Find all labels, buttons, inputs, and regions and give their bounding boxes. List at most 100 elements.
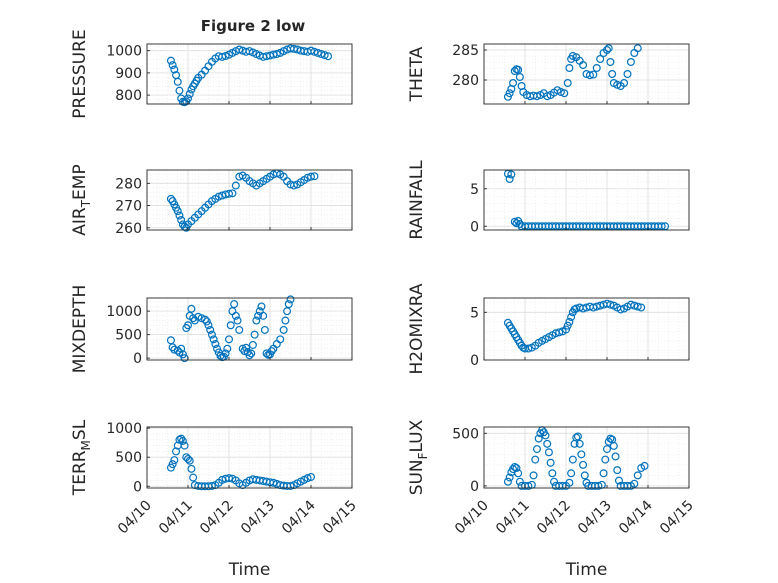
data-point xyxy=(609,441,618,450)
data-point xyxy=(515,477,524,486)
data-point xyxy=(602,445,611,454)
data-point xyxy=(613,466,622,475)
y-tick-label: 5 xyxy=(470,182,479,198)
data-point xyxy=(211,340,220,349)
data-point xyxy=(543,92,552,101)
data-point xyxy=(247,349,256,358)
data-point xyxy=(214,192,223,201)
y-tick-label: 800 xyxy=(115,88,142,104)
data-point xyxy=(173,77,182,86)
axes-box xyxy=(483,43,690,105)
data-point xyxy=(307,472,316,481)
y-tick-label: 0 xyxy=(133,479,142,495)
x-tick-label: 04/10 xyxy=(452,498,492,538)
data-point xyxy=(259,311,268,320)
data-point xyxy=(579,460,588,469)
x-tick-label: 04/13 xyxy=(238,498,278,538)
data-point xyxy=(544,448,553,457)
y-tick-label: 280 xyxy=(115,176,142,192)
x-axis-label: Time xyxy=(565,560,608,580)
data-point xyxy=(532,445,541,454)
data-point xyxy=(623,481,632,490)
data-point xyxy=(233,316,242,325)
data-point xyxy=(324,52,333,61)
y-tick-label: 285 xyxy=(452,43,479,59)
data-point xyxy=(548,469,557,478)
data-point xyxy=(206,325,215,334)
data-point xyxy=(187,304,196,313)
data-point xyxy=(231,181,240,190)
y-tick-label: 0 xyxy=(470,219,479,235)
data-point xyxy=(604,44,613,53)
data-point xyxy=(572,433,581,442)
data-point xyxy=(606,57,615,66)
data-point xyxy=(257,302,266,311)
x-tick-label: 04/10 xyxy=(115,498,155,538)
axes-box xyxy=(146,169,353,231)
data-point xyxy=(185,89,194,98)
data-point xyxy=(260,325,269,334)
data-point xyxy=(568,455,577,464)
y-tick-label: 280 xyxy=(452,73,479,89)
y-axis-label: H2OMIXRA xyxy=(407,283,427,374)
data-point xyxy=(230,300,239,309)
subplot-6: 0 5 H2OMIXRA xyxy=(407,283,690,375)
y-tick-label: 0 xyxy=(133,351,142,367)
subplot-2: 280 285 THETA xyxy=(407,43,690,105)
data-point xyxy=(226,321,235,330)
data-point xyxy=(175,211,184,220)
data-point xyxy=(599,469,608,478)
data-point xyxy=(565,317,574,326)
data-point xyxy=(204,321,213,330)
data-point xyxy=(585,71,594,80)
data-point xyxy=(284,300,293,309)
data-point xyxy=(223,344,232,353)
data-point xyxy=(505,473,514,482)
data-point xyxy=(310,47,319,56)
subplot-8: 0 500 04/10 04/11 04/12 04/13 04/14 04/15 Time SU… xyxy=(407,419,697,580)
data-point xyxy=(178,350,187,359)
data-point xyxy=(529,471,538,480)
y-tick-label: 1000 xyxy=(106,304,142,320)
data-point xyxy=(601,455,610,464)
data-point xyxy=(235,45,244,54)
data-point xyxy=(510,217,519,226)
data-point xyxy=(602,45,611,54)
x-axis-label: Time xyxy=(228,560,271,580)
y-axis-label: SUNFLUX xyxy=(407,419,430,495)
data-point xyxy=(184,321,193,330)
data-point xyxy=(509,78,518,87)
x-tick-label: 04/11 xyxy=(156,498,196,538)
data-point xyxy=(248,340,257,349)
data-point xyxy=(313,48,322,57)
data-point xyxy=(307,46,316,55)
axes-box xyxy=(483,297,690,361)
data-point xyxy=(310,172,319,181)
data-point xyxy=(510,462,519,471)
data-point xyxy=(272,49,281,58)
data-point xyxy=(177,216,186,225)
data-point xyxy=(577,450,586,459)
data-point xyxy=(267,347,276,356)
y-tick-label: 0 xyxy=(470,479,479,495)
data-point xyxy=(524,344,533,353)
data-point xyxy=(514,469,523,478)
y-tick-label: 500 xyxy=(452,426,479,442)
data-point xyxy=(177,344,186,353)
data-point xyxy=(515,220,524,229)
data-point xyxy=(168,61,177,70)
x-tick-label: 04/15 xyxy=(657,498,697,538)
data-point xyxy=(608,69,617,78)
x-tick-label: 04/12 xyxy=(534,498,574,538)
data-point xyxy=(556,87,565,96)
data-point xyxy=(532,92,541,101)
subplot-4: 0 5 RAINFALL xyxy=(407,160,690,240)
data-point xyxy=(235,325,244,334)
data-point xyxy=(550,477,559,486)
data-point xyxy=(207,481,216,490)
y-axis-label: MIXDEPTH xyxy=(70,285,90,374)
axes-box xyxy=(483,426,690,489)
data-point xyxy=(633,44,642,53)
data-point xyxy=(505,175,514,184)
data-point xyxy=(279,325,288,334)
